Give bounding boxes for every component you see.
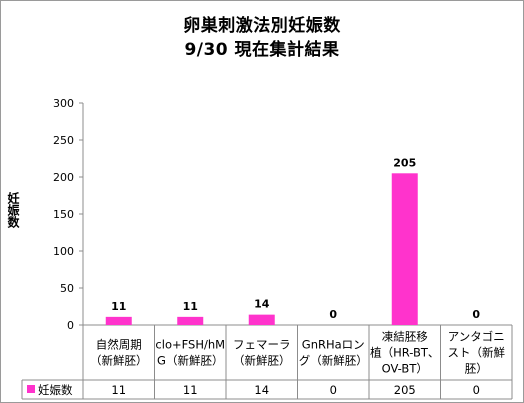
data-label: 0 [329, 308, 337, 321]
y-axis-label: 妊娠数 [6, 192, 20, 228]
y-tick-label: 250 [53, 134, 74, 147]
x-category-label: 凍結胚移 [382, 330, 428, 344]
table-value: 11 [183, 383, 198, 397]
data-label: 205 [393, 156, 416, 169]
bar [391, 173, 418, 325]
data-label: 0 [472, 308, 480, 321]
y-tick-label: 0 [67, 319, 74, 332]
chart-title: 卵巣刺激法別妊娠数 [183, 16, 341, 36]
y-tick-label: 300 [53, 97, 74, 110]
bar [105, 316, 132, 325]
x-category-label: 植（HR-BT、 [370, 346, 439, 360]
bar [248, 314, 275, 325]
x-category-label: （新鮮胚） [233, 354, 291, 368]
x-category-label: フェマーラ [233, 338, 291, 352]
x-category-label: スト（新鮮 [448, 346, 506, 360]
legend-key [27, 385, 35, 393]
table-value: 11 [111, 383, 126, 397]
x-category-label: OV-BT） [382, 362, 428, 376]
x-category-label: （新鮮胚） [90, 354, 148, 368]
bar [177, 316, 204, 325]
legend-label: 妊娠数 [38, 383, 73, 397]
chart-subtitle: 9/30 現在集計結果 [184, 40, 340, 60]
y-tick-label: 150 [53, 208, 74, 221]
x-category-label: グ（新鮮胚） [299, 354, 368, 368]
x-category-label: G（新鮮胚） [157, 354, 223, 368]
y-tick-label: 100 [53, 245, 74, 258]
x-category-label: 自然周期 [96, 338, 142, 352]
table-value: 205 [394, 383, 416, 397]
y-tick-label: 50 [60, 282, 74, 295]
x-category-label: GnRHaロン [302, 338, 365, 352]
data-label: 11 [111, 300, 126, 313]
x-category-label: clo+FSH/hM [155, 338, 225, 352]
data-label: 11 [183, 300, 198, 313]
data-label: 14 [254, 298, 270, 311]
table-value: 14 [254, 383, 269, 397]
x-category-label: アンタゴニ [448, 330, 505, 344]
x-category-label: 胚） [465, 362, 488, 376]
table-value: 0 [330, 383, 337, 397]
table-value: 0 [473, 383, 480, 397]
y-tick-label: 200 [53, 171, 74, 184]
